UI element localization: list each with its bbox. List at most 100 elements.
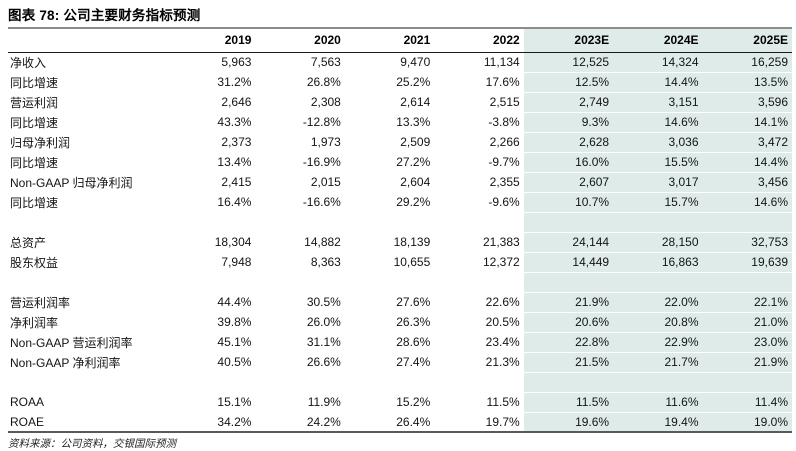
- row-label: 净利润率: [10, 315, 59, 330]
- table-body: 净收入 5,963 7,563 9,470 11,134 12,525 14,324 16,2…: [8, 52, 792, 433]
- cell: 3,472: [702, 132, 792, 153]
- cell: 22.0%: [613, 292, 703, 313]
- cell: 15.2%: [396, 395, 431, 409]
- table-row: 净利润率 39.8% 26.0% 26.3% 20.5% 20.6% 20.8% 21.0%: [8, 312, 792, 333]
- cell: 14.4%: [613, 72, 703, 93]
- cell: 14.6%: [702, 192, 792, 213]
- cell: 21.9%: [523, 292, 614, 313]
- table-row: 同比增速 13.4% -16.9% 27.2% -9.7% 16.0% 15.5% 14.4%: [8, 152, 792, 173]
- cell: 2,266: [489, 135, 520, 149]
- cell: 16.4%: [217, 195, 252, 209]
- table-row: 净收入 5,963 7,563 9,470 11,134 12,525 14,324 16,2…: [8, 52, 792, 73]
- cell: 12.5%: [523, 72, 614, 93]
- cell: [702, 212, 792, 233]
- cell: 9.3%: [523, 112, 614, 133]
- cell: [523, 372, 614, 393]
- row-label: Non-GAAP 归母净利润: [10, 175, 133, 190]
- cell: -3.8%: [488, 115, 520, 129]
- cell: 17.6%: [485, 75, 520, 89]
- cell: -16.6%: [302, 195, 341, 209]
- row-label: 净收入: [10, 55, 47, 70]
- cell: -12.8%: [302, 115, 341, 129]
- cell: 19.7%: [485, 414, 520, 429]
- table-row: [8, 272, 792, 293]
- cell: 13.5%: [702, 72, 792, 93]
- cell: 11.5%: [523, 392, 614, 413]
- table-row: 同比增速 31.2% 26.8% 25.2% 17.6% 12.5% 14.4% 13.5%: [8, 72, 792, 93]
- cell: 12,372: [482, 255, 520, 269]
- cell: 26.8%: [306, 75, 341, 89]
- cell: 23.0%: [702, 332, 792, 353]
- cell: 3,456: [702, 172, 792, 193]
- cell: 2,355: [489, 175, 520, 189]
- cell: 21.9%: [702, 352, 792, 373]
- cell: [434, 372, 523, 392]
- cell: 30.5%: [306, 295, 341, 309]
- row-label: 营运利润: [10, 95, 59, 110]
- header-cell-label: [8, 28, 166, 53]
- cell: 40.5%: [217, 355, 252, 369]
- cell: 11.5%: [486, 395, 520, 409]
- cell: [255, 372, 344, 392]
- cell: 26.0%: [306, 315, 341, 329]
- table-row: Non-GAAP 净利润率 40.5% 26.6% 27.4% 21.3% 21.5% 21…: [8, 352, 792, 373]
- cell: [434, 272, 523, 292]
- cell: 22.6%: [485, 295, 520, 309]
- cell: 3,036: [613, 132, 703, 153]
- table-row: Non-GAAP 营运利润率 45.1% 31.1% 28.6% 23.4% 22.8% 2…: [8, 332, 792, 353]
- cell: 44.4%: [217, 295, 252, 309]
- cell: 28,150: [613, 232, 703, 253]
- cell: 23.4%: [485, 335, 520, 349]
- cell: 32,753: [702, 232, 792, 253]
- cell: 13.3%: [396, 115, 431, 129]
- cell: 7,948: [221, 255, 252, 269]
- header-row: 2019 2020 2021 2022 2023E 2024E 2025E: [8, 28, 792, 53]
- cell: 19.6%: [523, 412, 614, 433]
- cell: 11,134: [483, 55, 520, 70]
- header-cell-year: 2020: [255, 28, 345, 53]
- table-row: 同比增速 16.4% -16.6% 29.2% -9.6% 10.7% 15.7% 14.6%: [8, 192, 792, 213]
- cell: [345, 272, 434, 292]
- cell: 18,139: [393, 235, 431, 249]
- table-row: 股东权益 7,948 8,363 10,655 12,372 14,449 16,863 19…: [8, 252, 792, 273]
- cell: 34.2%: [217, 414, 252, 429]
- cell: [434, 212, 523, 232]
- row-label: Non-GAAP 营运利润率: [10, 335, 133, 350]
- row-label: [8, 272, 166, 292]
- cell: 15.5%: [613, 152, 703, 173]
- source-note: 资料来源：公司资料，交银国际预测: [8, 438, 176, 450]
- header-cell-year: 2019: [166, 28, 256, 53]
- cell: 14,449: [523, 252, 614, 273]
- financial-table: 2019 2020 2021 2022 2023E 2024E 2025E 净收入 5,963…: [8, 27, 792, 433]
- cell: 9,470: [400, 55, 431, 70]
- cell: [613, 372, 703, 393]
- header-cell-year: 2021: [344, 28, 435, 53]
- cell: 2,604: [400, 175, 431, 189]
- cell: 2,308: [310, 95, 341, 109]
- cell: 14,324: [613, 52, 703, 73]
- header-cell-year: 2024E: [613, 28, 703, 53]
- row-label: 同比增速: [10, 75, 59, 90]
- cell: 2,607: [523, 172, 614, 193]
- header-cell-year: 2022: [434, 28, 524, 53]
- cell: 22.8%: [523, 332, 614, 353]
- cell: [523, 212, 614, 233]
- cell: 14.6%: [613, 112, 703, 133]
- row-label: 同比增速: [10, 195, 59, 210]
- table-row: 归母净利润 2,373 1,973 2,509 2,266 2,628 3,036 3,472: [8, 132, 792, 153]
- cell: 16.0%: [523, 152, 614, 173]
- cell: [166, 212, 255, 232]
- cell: 2,614: [400, 95, 431, 109]
- cell: 21.3%: [485, 355, 520, 369]
- cell: [166, 372, 255, 392]
- cell: 31.1%: [306, 335, 341, 349]
- row-label: ROAA: [10, 395, 45, 409]
- table-row: ROAA 15.1% 11.9% 15.2% 11.5% 11.5% 11.6% 11.4%: [8, 392, 792, 413]
- cell: 10,655: [393, 255, 431, 269]
- cell: 3,596: [702, 92, 792, 113]
- row-label: Non-GAAP 净利润率: [10, 355, 121, 370]
- row-label: 股东权益: [10, 255, 59, 270]
- cell: 14.1%: [702, 112, 792, 133]
- cell: 2,515: [489, 95, 520, 109]
